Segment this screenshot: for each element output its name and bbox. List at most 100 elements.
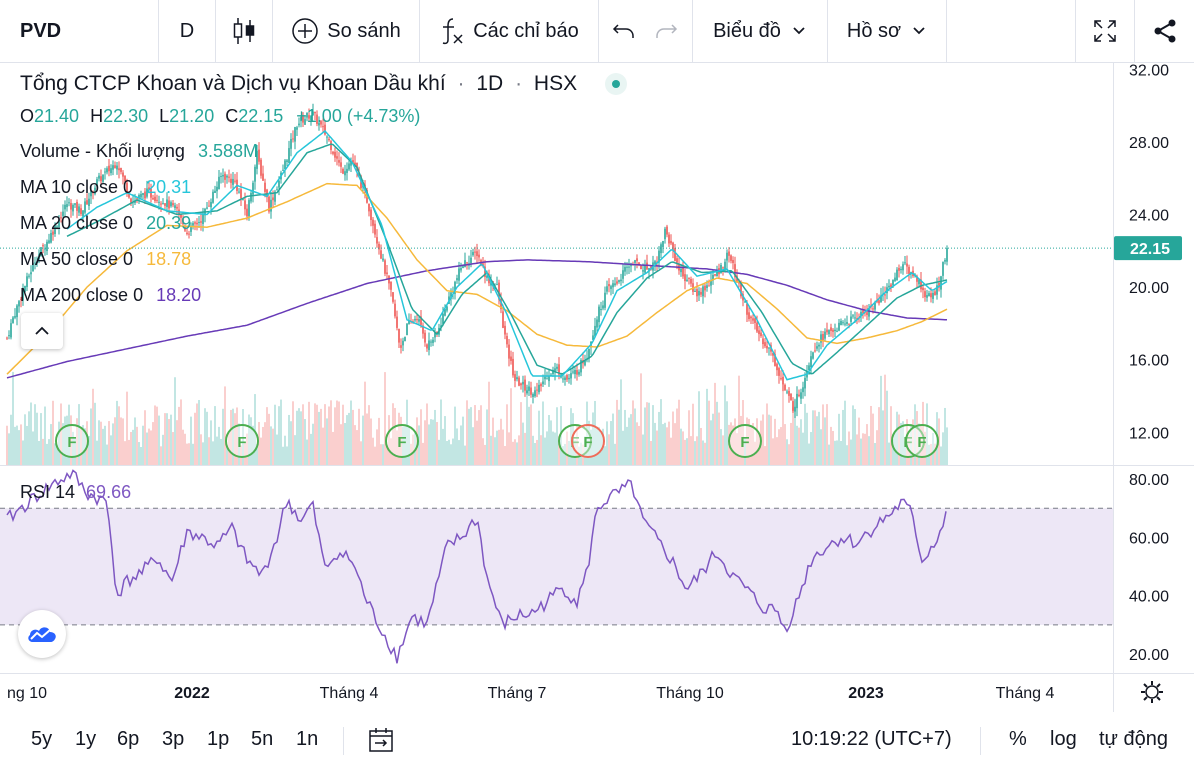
volume-bar [516, 442, 518, 465]
candle-body [840, 320, 842, 326]
goto-date-button[interactable] [367, 726, 395, 759]
volume-bar [644, 407, 646, 465]
earnings-marker[interactable]: F [385, 424, 419, 458]
toolbar-divider [598, 0, 599, 62]
volume-bar [318, 411, 320, 465]
candle-body [12, 317, 14, 324]
symbol-button[interactable]: PVD [0, 0, 158, 62]
logo-button[interactable] [18, 610, 66, 658]
candle-body [376, 237, 378, 244]
earnings-marker-circle [571, 424, 605, 458]
range-button-1p[interactable]: 1p [207, 728, 230, 750]
volume-bar [912, 419, 914, 465]
candle-body [76, 201, 78, 211]
candle-body [892, 279, 894, 286]
volume-bar [886, 390, 888, 465]
log-scale-toggle[interactable]: log [1050, 728, 1077, 750]
candle-body [490, 281, 492, 286]
toolbar-divider [272, 0, 273, 62]
share-button[interactable] [1135, 0, 1194, 62]
redo-button[interactable] [648, 0, 684, 62]
candle-body [290, 138, 292, 149]
fullscreen-button[interactable] [1076, 0, 1134, 62]
clock-time[interactable]: 10:19:22 (UTC+7) [791, 728, 952, 750]
volume-bar [206, 411, 208, 465]
candle-body [96, 179, 98, 187]
volume-bar [708, 400, 710, 465]
percent-scale-toggle[interactable]: % [1009, 728, 1027, 750]
earnings-marker[interactable]: F [891, 424, 925, 458]
range-button-1y[interactable]: 1y [75, 728, 97, 750]
compare-button[interactable]: So sánh [273, 0, 419, 62]
volume-bar [184, 433, 186, 465]
volume-bar [652, 405, 654, 465]
collapse-legend-button[interactable] [21, 313, 63, 349]
candle-body [224, 173, 226, 180]
range-button-5n[interactable]: 5n [251, 728, 274, 750]
candle-body [628, 266, 630, 268]
earnings-marker[interactable]: F [225, 424, 259, 458]
candle-body [404, 336, 406, 342]
volume-bar [432, 419, 434, 465]
candle-body [550, 374, 552, 376]
candle-body [810, 356, 812, 368]
candle-body [558, 364, 560, 375]
chevron-down-icon [913, 27, 925, 35]
legend-ma50[interactable]: MA 50 close 0 18.78 [20, 249, 191, 270]
candle-body [90, 189, 92, 197]
interval-button[interactable]: D [159, 0, 215, 62]
bottom-divider [343, 727, 344, 755]
volume-bar [816, 416, 818, 465]
chart-style-button[interactable] [216, 0, 272, 62]
legend-volume[interactable]: Volume - Khối lượng 3.588M [20, 141, 258, 162]
legend-ma200[interactable]: MA 200 close 0 18.20 [20, 285, 201, 306]
candle-body [470, 257, 472, 264]
volume-bar [32, 431, 34, 465]
candle-body [622, 270, 624, 279]
candle-body [460, 267, 462, 271]
chart-menu-button[interactable]: Biểu đồ [693, 0, 827, 62]
candle-body [232, 178, 234, 185]
profile-menu-button[interactable]: Hồ sơ [828, 0, 946, 62]
candle-body [254, 166, 256, 182]
candle-body [560, 376, 562, 378]
volume-bar [46, 443, 48, 465]
volume-bar [650, 441, 652, 465]
volume-bar [522, 422, 524, 465]
candle-body [314, 111, 316, 114]
earnings-marker[interactable]: F [571, 424, 605, 458]
volume-bar [382, 444, 384, 465]
legend-ma20[interactable]: MA 20 close 0 20.39 [20, 213, 191, 234]
range-button-6p[interactable]: 6p [117, 728, 140, 750]
volume-bar [566, 431, 568, 465]
earnings-marker[interactable]: F [558, 424, 592, 458]
chevron-down-icon [793, 27, 805, 35]
volume-bar [280, 399, 282, 465]
legend-ma10[interactable]: MA 10 close 0 20.31 [20, 177, 191, 198]
candle-body [852, 315, 854, 317]
gear-icon[interactable] [1141, 681, 1163, 703]
chart-canvas[interactable]: FFFFFFFF 32.0028.0024.0020.0016.0012.008… [0, 62, 1194, 773]
earnings-marker[interactable]: F [728, 424, 762, 458]
candle-body [368, 203, 370, 212]
candle-body [548, 376, 550, 382]
earnings-marker[interactable]: F [55, 424, 89, 458]
volume-bar [796, 425, 798, 465]
range-button-1n[interactable]: 1n [296, 728, 319, 750]
earnings-marker[interactable]: F [905, 424, 939, 458]
volume-bar [868, 436, 870, 465]
auto-scale-toggle[interactable]: tự động [1099, 728, 1168, 750]
candle-body [836, 330, 838, 332]
undo-button[interactable] [606, 0, 642, 62]
range-button-3p[interactable]: 3p [162, 728, 185, 750]
volume-bar [756, 418, 758, 465]
range-button-5y[interactable]: 5y [31, 728, 53, 750]
volume-bar [876, 430, 878, 465]
volume-bar [538, 410, 540, 465]
indicators-button[interactable]: Các chỉ báo [420, 0, 598, 62]
candle-body [44, 248, 46, 250]
legend-rsi[interactable]: RSI 14 69.66 [20, 482, 131, 503]
candle-body [298, 123, 300, 126]
market-status-indicator[interactable] [604, 73, 627, 96]
candle-body [138, 195, 140, 199]
